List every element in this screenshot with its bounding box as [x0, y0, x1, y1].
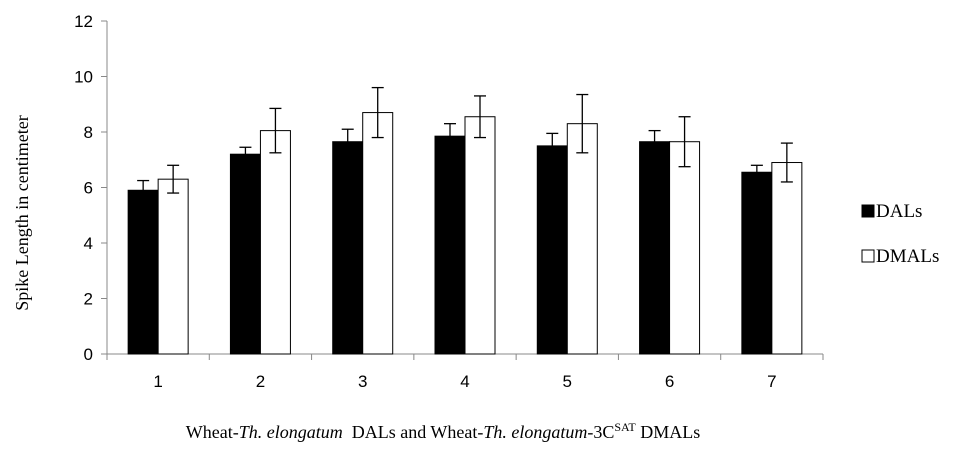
x-axis-title-part-5: -3C [587, 422, 614, 442]
bar-dals [434, 135, 466, 355]
bar-dmals [669, 141, 701, 355]
y-tick-label: 4 [84, 234, 93, 253]
x-tick-label: 7 [767, 372, 776, 391]
bar-dmals [259, 130, 291, 355]
y-axis-ticks: 0 2 4 6 8 10 12 [74, 12, 107, 364]
y-tick-label: 8 [84, 123, 93, 142]
x-axis-title: Wheat-Th. elongatum DALs and Wheat-Th. e… [186, 420, 700, 442]
bar-dals [536, 145, 568, 355]
x-axis-title-part-3: DALs and Wheat- [343, 422, 484, 442]
x-tick-label: 3 [358, 372, 367, 391]
x-axis-title-part-7: DMALs [636, 422, 701, 442]
bar-dmals [362, 112, 394, 355]
x-axis-ticks: 1 2 3 4 5 6 7 [106, 354, 824, 391]
legend-swatch-dmals [861, 249, 875, 263]
x-tick-label: 1 [153, 372, 162, 391]
x-axis-title-part-1: Wheat- [186, 422, 239, 442]
y-tick-label: 2 [84, 290, 93, 309]
bar-dmals [566, 123, 598, 355]
bar-dmals [157, 178, 189, 355]
x-axis-title-part-2: Th. elongatum [239, 422, 343, 442]
x-tick-label: 5 [563, 372, 572, 391]
legend-item-dmals: DMALs [861, 246, 939, 267]
x-axis-title-part-4: Th. elongatum [483, 422, 587, 442]
bar-dmals [771, 162, 803, 355]
x-tick-label: 4 [460, 372, 469, 391]
y-tick-label: 10 [74, 68, 93, 87]
x-axis-title-part-6: SAT [614, 420, 636, 434]
y-tick-label: 0 [84, 345, 93, 364]
legend-label-dmals: DMALs [876, 246, 939, 267]
legend-label-dals: DALs [876, 201, 922, 222]
legend-swatch-dals [861, 204, 875, 218]
bar-dmals [464, 116, 496, 355]
legend: DALs DMALs [861, 201, 939, 267]
bar-dals [639, 141, 671, 355]
bars-group [127, 86, 803, 355]
x-tick-label: 6 [665, 372, 674, 391]
y-tick-label: 12 [74, 12, 93, 31]
bar-dals [332, 141, 364, 355]
x-tick-label: 2 [256, 372, 265, 391]
bar-dals [229, 153, 261, 355]
legend-item-dals: DALs [861, 201, 922, 222]
bar-dals [741, 171, 773, 355]
bar-dals [127, 189, 159, 355]
y-axis-title: Spike Length in centimeter [12, 115, 32, 310]
y-tick-label: 6 [84, 179, 93, 198]
